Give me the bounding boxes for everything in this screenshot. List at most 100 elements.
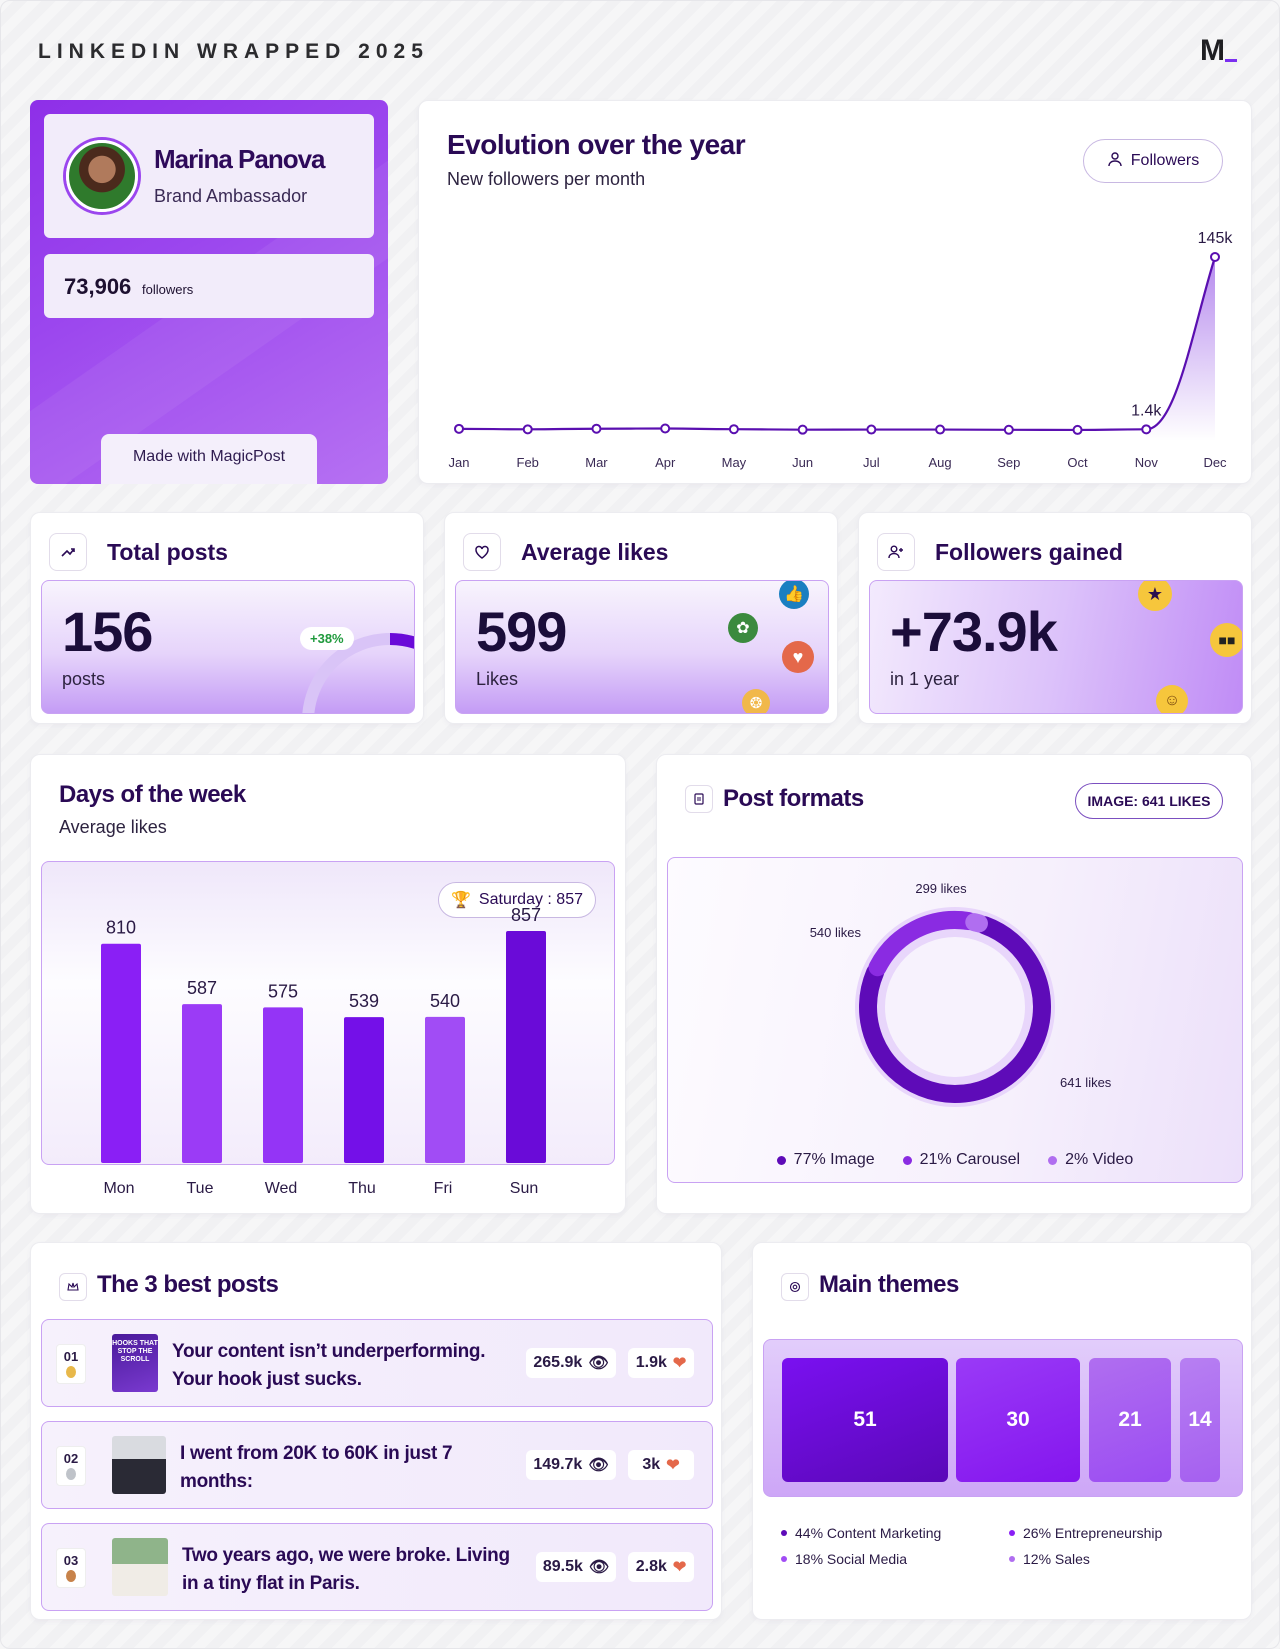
followers-gained-title: Followers gained (935, 539, 1123, 565)
bar-value-label: 540 (430, 991, 460, 1011)
insightful-reaction-icon: ❂ (742, 689, 770, 713)
data-label: 1.4k (1131, 402, 1162, 419)
celebrate-reaction-icon: ✿ (728, 613, 758, 643)
themes-title: Main themes (819, 1271, 959, 1298)
total-posts-card: Total posts 156 posts +38% (30, 512, 424, 724)
x-tick-label: Feb (517, 455, 539, 470)
magicpost-logo: M (1200, 34, 1237, 68)
average-likes-value: 599 (476, 600, 567, 663)
profile-identity: Marina Panova Brand Ambassador (44, 114, 374, 238)
growth-gauge (302, 633, 414, 713)
document-icon (685, 785, 713, 813)
formats-title: Post formats (723, 785, 864, 812)
total-posts-title: Total posts (107, 539, 228, 565)
theme-block-social-media[interactable]: 21 (1089, 1358, 1171, 1482)
post-rank: 02 (56, 1446, 86, 1486)
bronze-medal-icon (66, 1570, 76, 1582)
heart-reaction-icon: ❤ (672, 1355, 687, 1372)
grinning-emoji-icon: ☺ (1156, 685, 1188, 713)
heart-reaction-icon: ❤ (666, 1457, 680, 1474)
x-tick-label: Dec (1203, 455, 1227, 470)
x-tick-label: Apr (655, 455, 676, 470)
data-point (935, 424, 946, 435)
x-tick-label: Thu (348, 1180, 376, 1197)
legend-carousel: 21% Carousel (902, 1151, 1020, 1169)
slice-label: 641 likes (1060, 1075, 1112, 1090)
data-point (454, 423, 464, 434)
best-day-badge: 🏆 Saturday : 857 (438, 882, 596, 918)
post-views: 265.9k 👁 (526, 1348, 616, 1378)
like-reaction-icon: 👍 (779, 581, 809, 609)
x-tick-label: Nov (1135, 455, 1159, 470)
followers-count: 73,906 (64, 274, 132, 299)
followers-toggle-label: Followers (1130, 152, 1200, 169)
legend-entrepreneurship: 26% Entrepreneurship (1009, 1525, 1209, 1541)
made-with-magicpost-link[interactable]: Made with MagicPost (101, 434, 317, 484)
bar-value-label: 575 (268, 981, 298, 1001)
days-of-week-card: Days of the week Average likes 🏆 Saturda… (30, 754, 626, 1214)
theme-block-content-marketing[interactable]: 51 (782, 1358, 948, 1482)
donut-slice (868, 911, 978, 977)
total-posts-panel: 156 posts +38% (41, 580, 415, 714)
best-posts-title: The 3 best posts (97, 1271, 279, 1298)
best-post-item[interactable]: 02 I went from 20K to 60K in just 7 mont… (41, 1421, 713, 1509)
post-likes: 1.9k ❤ (628, 1348, 694, 1378)
post-text: Your content isn’t underperforming. Your… (172, 1341, 486, 1390)
avatar (66, 140, 138, 212)
data-point (1141, 424, 1152, 435)
bar-value-label: 810 (106, 918, 136, 938)
followers-gained-panel: +73.9k in 1 year ★ ■■ ☺ (869, 580, 1243, 714)
series-line (458, 256, 1217, 432)
followers-gained-value: +73.9k (890, 600, 1058, 663)
legend-sales: 12% Sales (1009, 1551, 1209, 1567)
love-reaction-icon: ♥ (782, 641, 814, 673)
legend-social-media: 18% Social Media (781, 1551, 1009, 1567)
bar-value-label: 539 (349, 991, 379, 1011)
bar (344, 1017, 384, 1163)
theme-block-sales[interactable]: 14 (1180, 1358, 1220, 1482)
best-day-label: Saturday : 857 (478, 891, 583, 908)
x-tick-label: Mon (103, 1180, 134, 1197)
legend-content-marketing: 44% Content Marketing (781, 1525, 1009, 1541)
slice-label: 540 likes (810, 925, 862, 940)
crown-icon (59, 1273, 87, 1301)
data-point (797, 424, 808, 435)
post-likes: 3k ❤ (628, 1450, 694, 1480)
x-tick-label: Jul (863, 455, 880, 470)
theme-block-entrepreneurship[interactable]: 30 (956, 1358, 1080, 1482)
profile-role: Brand Ambassador (154, 186, 308, 206)
x-tick-label: Wed (265, 1180, 298, 1197)
area-fill (1146, 257, 1215, 441)
profile-card: Marina Panova Brand Ambassador 73,906 fo… (30, 100, 388, 484)
x-tick-label: Aug (929, 455, 952, 470)
data-point (1003, 424, 1014, 435)
post-thumbnail (112, 1538, 168, 1596)
x-tick-label: Sun (510, 1180, 538, 1197)
x-tick-label: Oct (1067, 455, 1088, 470)
bar (263, 1007, 303, 1163)
trophy-icon: 🏆 (451, 892, 471, 909)
followers-gained-unit: in 1 year (890, 669, 960, 689)
post-rank: 01 (56, 1344, 86, 1384)
data-point (1072, 424, 1083, 435)
average-likes-title: Average likes (521, 539, 669, 565)
evolution-card: Evolution over the year New followers pe… (418, 100, 1252, 484)
growth-badge: +38% (300, 627, 354, 650)
followers-toggle-button[interactable]: Followers (1083, 139, 1223, 183)
profile-name: Marina Panova (154, 144, 326, 174)
total-posts-value: 156 (62, 600, 153, 663)
data-point (866, 424, 877, 435)
themes-legend: 44% Content Marketing 26% Entrepreneursh… (781, 1525, 1209, 1567)
post-thumbnail (112, 1436, 166, 1494)
average-likes-panel: 599 Likes 👍 ✿ ♥ ❂ (455, 580, 829, 714)
best-post-item[interactable]: 01 HOOKS THAT STOP THE SCROLL Your conte… (41, 1319, 713, 1407)
x-tick-label: Mar (585, 455, 608, 470)
best-post-item[interactable]: 03 Two years ago, we were broke. Living … (41, 1523, 713, 1611)
formats-legend: 77% Image 21% Carousel 2% Video (657, 1151, 1253, 1169)
days-title: Days of the week (59, 781, 246, 808)
logo-letter: M (1200, 34, 1225, 67)
heart-icon (463, 533, 501, 571)
trending-up-icon (49, 533, 87, 571)
evolution-title: Evolution over the year (447, 129, 746, 160)
bar (101, 943, 141, 1163)
